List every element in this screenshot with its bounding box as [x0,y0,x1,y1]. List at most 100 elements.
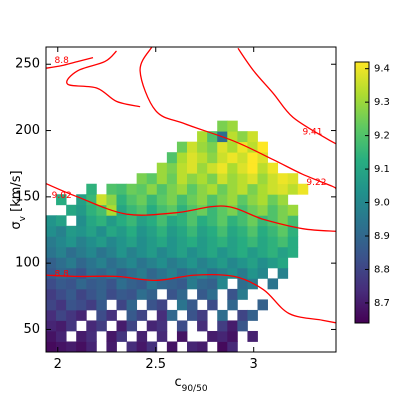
heatmap-cell [136,309,148,321]
heatmap-cell [136,257,148,269]
heatmap-cell [217,320,228,332]
heatmap-cell [187,236,198,248]
heatmap-cell [96,257,107,269]
heatmap-cell [247,246,258,258]
heatmap-cell [76,236,87,248]
heatmap-cell [96,204,107,216]
plot-frame [45,46,337,353]
heatmap-cell [136,194,148,206]
heatmap-cell [126,278,138,290]
heatmap-cell [176,288,188,300]
heatmap-cell [237,257,248,269]
heatmap-cell [277,246,289,258]
heatmap-cell [217,183,228,195]
x-tick-label: 2 [54,357,62,372]
heatmap-cell [166,341,178,352]
heatmap-cell [106,246,117,258]
heatmap-cell [56,225,67,237]
heatmap-cell [106,267,117,279]
heatmap-cell [187,267,198,279]
heatmap-cell [156,257,168,269]
heatmap-cell [287,183,299,195]
heatmap-cell [207,162,218,174]
heatmap-cell [146,204,158,216]
heatmap-cell [136,225,148,237]
heatmap-cell [136,236,148,248]
heatmap-cell [197,204,208,216]
heatmap-cell [176,225,188,237]
heatmap-cell [96,320,107,332]
heatmap-cell [207,141,218,153]
heatmap-cell [86,225,97,237]
y-tick-label: 100 [15,256,40,271]
heatmap-cell [277,183,289,195]
heatmap-cell [86,194,97,206]
heatmap-cell [287,215,299,227]
heatmap-cell [156,267,168,279]
contour-line [46,56,94,69]
heatmap-cell [227,299,238,311]
heatmap-cell [247,131,258,143]
heatmap-cell [247,225,258,237]
heatmap-cell [257,236,268,248]
heatmap-cell [96,215,107,227]
heatmap-cell [207,257,218,269]
heatmap-cell [197,141,208,153]
heatmap-cell [76,204,87,216]
heatmap-cell [257,162,268,174]
heatmap-cell [227,162,238,174]
heatmap-cell [66,246,77,258]
heatmap-cell [176,183,188,195]
heatmap-cell [277,215,289,227]
heatmap-cell [126,341,138,352]
heatmap-cell [217,267,228,279]
heatmap-cell [197,183,208,195]
heatmap-cell [56,309,67,321]
heatmap-cell [207,267,218,279]
heatmap-cell [156,225,168,237]
heatmap-cell [156,278,168,290]
heatmap-cell [267,225,279,237]
heatmap-cell [136,173,148,185]
heatmap-cell [176,173,188,185]
contour-label: 9.41 [302,127,322,137]
heatmap-cell [96,278,107,290]
heatmap-cell [56,299,67,311]
heatmap-cell [277,267,289,279]
heatmap-cell [257,141,268,153]
heatmap-cell [187,309,198,321]
contour-line [237,47,336,145]
heatmap-cell [187,173,198,185]
heatmap-cell [227,330,238,342]
heatmap-cell [166,288,178,300]
heatmap-cell [156,236,168,248]
heatmap-cell [116,183,127,195]
heatmap-cell [46,288,57,300]
heatmap-cell [136,183,148,195]
heatmap-cell [116,246,127,258]
heatmap-cell [56,257,67,269]
heatmap-cell [277,257,289,269]
heatmap-cell [116,299,127,311]
heatmap-cell [257,173,268,185]
axis-ticks: 2 2.5 3 50 100 150 200 250 [15,47,336,372]
heatmap-cell [197,309,208,321]
heatmap-cell [187,152,198,164]
heatmap-cell [146,246,158,258]
heatmap-cell [207,225,218,237]
heatmap-cell [86,236,97,248]
heatmap-cell [257,267,268,279]
heatmap-cell [66,320,77,332]
heatmap-cell [96,309,107,321]
heatmap-cell [176,215,188,227]
heatmap-cell [237,236,248,248]
heatmap-cell [156,246,168,258]
heatmap-cell [247,194,258,206]
heatmap-cell [287,246,299,258]
heatmap-cell [267,278,279,290]
heatmap-cell [287,204,299,216]
heatmap-cell [237,320,248,332]
colorbar-tick-label: 9.0 [374,198,390,209]
contour-line [46,183,336,232]
heatmap-cell [66,299,77,311]
